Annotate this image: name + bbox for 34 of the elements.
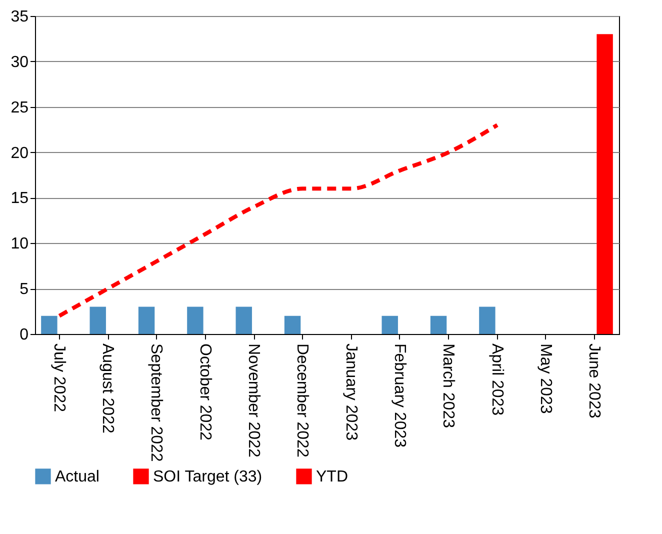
bar bbox=[284, 316, 301, 334]
bar bbox=[138, 306, 155, 334]
y-tick-label: 10 bbox=[10, 236, 29, 253]
x-tick-label: May 2023 bbox=[537, 344, 554, 414]
y-tick-label: 35 bbox=[10, 8, 29, 26]
x-tick-label: April 2023 bbox=[488, 344, 506, 416]
bar bbox=[236, 306, 252, 334]
bar bbox=[90, 306, 106, 334]
legend-label: SOI Target (33) bbox=[153, 468, 262, 486]
line-series bbox=[57, 123, 500, 318]
y-tick-label: 20 bbox=[10, 144, 29, 162]
legend-label: Actual bbox=[55, 468, 100, 486]
x-tick-label: November 2022 bbox=[245, 344, 262, 458]
x-tick-label: June 2023 bbox=[586, 344, 603, 418]
y-tick-label: 25 bbox=[10, 99, 29, 116]
y-tick-label: 5 bbox=[20, 281, 29, 298]
y-tick-label: 0 bbox=[20, 326, 29, 344]
x-tick-label: September 2022 bbox=[148, 344, 165, 462]
y-tick-label: 15 bbox=[10, 190, 29, 208]
x-tick-label: January 2023 bbox=[342, 344, 360, 441]
bar bbox=[41, 316, 58, 334]
x-tick-label: March 2023 bbox=[440, 344, 457, 428]
x-tick-label: October 2022 bbox=[196, 344, 214, 441]
y-tick-label: 30 bbox=[10, 54, 29, 71]
x-tick-label: February 2023 bbox=[391, 344, 408, 448]
bar bbox=[382, 316, 398, 334]
bar bbox=[187, 306, 204, 334]
bar bbox=[430, 316, 447, 334]
x-tick-label: December 2022 bbox=[294, 344, 311, 458]
bar bbox=[596, 34, 613, 334]
legend-label: YTD bbox=[316, 468, 348, 486]
x-tick-label: July 2022 bbox=[50, 344, 68, 412]
bar bbox=[479, 306, 496, 334]
x-tick-label: August 2022 bbox=[99, 344, 116, 434]
